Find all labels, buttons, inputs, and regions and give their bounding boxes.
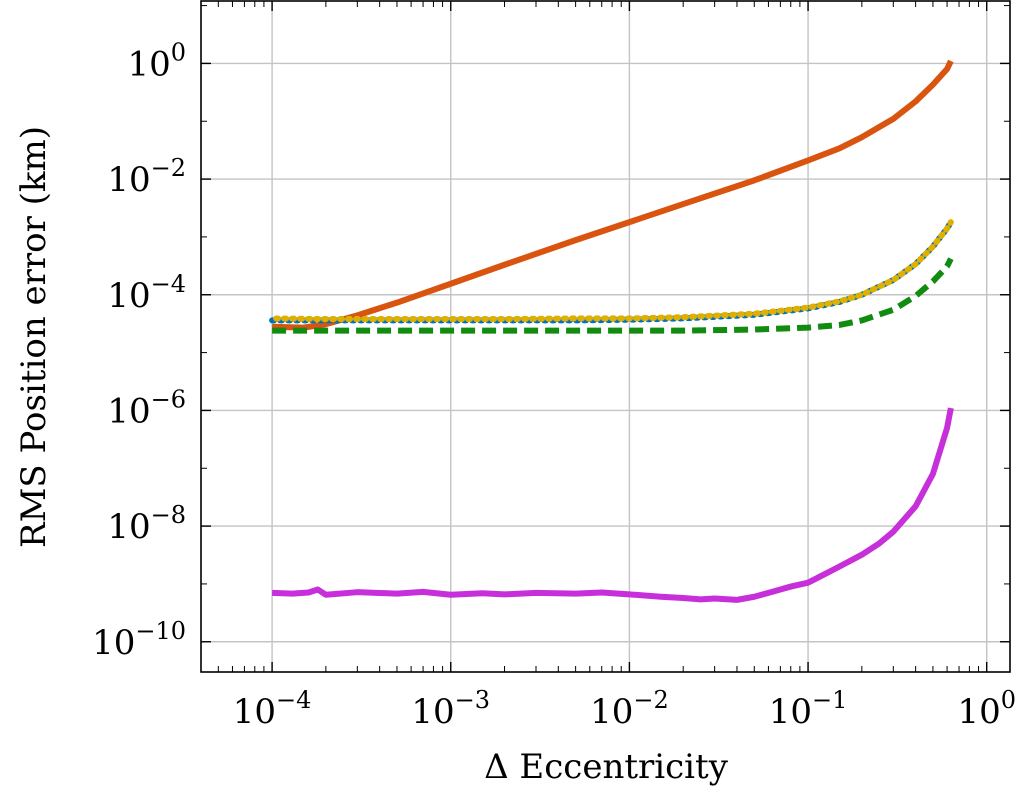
plot-frame — [200, 0, 1011, 673]
y-tick-label: 10−2 — [107, 154, 186, 200]
grid — [201, 1, 1010, 672]
y-tick-labels: 10−10 10−8 10−6 10−4 10−2 100 — [92, 38, 186, 662]
y-axis-label: RMS Position error (km) — [14, 126, 54, 548]
x-tick-label: 100 — [957, 686, 1016, 732]
x-tick-label: 10−2 — [590, 686, 669, 732]
x-tick-label: 10−1 — [769, 686, 848, 732]
plot-background — [201, 1, 1010, 672]
series-line-3 — [269, 219, 954, 323]
x-tick-label: 10−4 — [233, 686, 312, 732]
y-tick-label: 100 — [127, 38, 186, 84]
x-tick-label: 10−3 — [411, 686, 490, 732]
series-line-5 — [271, 407, 954, 603]
y-tick-label: 10−8 — [107, 501, 186, 547]
series-line-1 — [272, 59, 954, 331]
series-line-4 — [272, 257, 954, 334]
y-tick-label: 10−4 — [107, 270, 186, 316]
series-layer — [269, 59, 954, 603]
x-tick-labels: 10−4 10−3 10−2 10−1 100 — [233, 686, 1016, 732]
major-ticks — [201, 1, 1010, 672]
x-axis-label: Δ Eccentricity — [484, 747, 729, 787]
y-tick-label: 10−10 — [92, 617, 186, 663]
y-tick-label: 10−6 — [107, 385, 186, 431]
